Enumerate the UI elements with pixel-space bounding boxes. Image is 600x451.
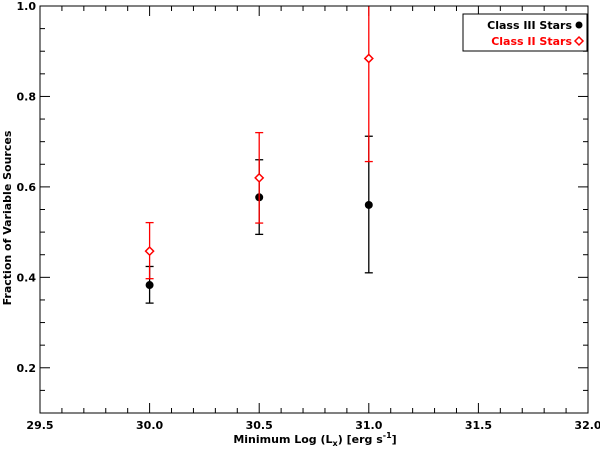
y-tick-label: 0.4 xyxy=(17,271,37,284)
class-ii-stars-point xyxy=(254,172,265,183)
x-tick-label: 31.5 xyxy=(465,419,492,432)
x-tick-label: 30.5 xyxy=(246,419,273,432)
x-axis-title-end: ] xyxy=(392,433,397,446)
y-tick-label: 0.6 xyxy=(17,181,37,194)
ticks-layer: 29.5 30.0 30.5 31.0 31.5 32.0 0.2 0.4 0.6 0.8 1.0 xyxy=(17,0,600,432)
x-tick-label: 29.5 xyxy=(26,419,53,432)
x-axis-title-tail: ) [erg s xyxy=(338,433,383,446)
y-tick-label: 0.8 xyxy=(17,90,37,103)
x-axis-title-sub: x xyxy=(333,439,339,448)
legend: Class III Stars Class II Stars xyxy=(462,13,588,52)
x-tick-label: 31.0 xyxy=(355,419,382,432)
legend-label-class-ii: Class II Stars xyxy=(491,35,572,48)
x-tick-label: 30.0 xyxy=(136,419,163,432)
y-axis-title: Fraction of Variable Sources xyxy=(1,130,14,305)
class-iii-stars-point xyxy=(145,281,154,290)
legend-marker-class-iii xyxy=(575,21,583,29)
plot-frame xyxy=(39,5,589,414)
legend-box xyxy=(462,13,588,52)
x-axis-title: Minimum Log (Lx) [erg s-1] xyxy=(233,431,396,448)
legend-label-class-iii: Class III Stars xyxy=(487,19,572,32)
class-ii-stars-point xyxy=(144,246,155,257)
y-tick-label: 1.0 xyxy=(17,0,37,13)
x-axis-title-sup: -1 xyxy=(383,431,392,440)
x-tick-label: 32.0 xyxy=(574,419,600,432)
class-ii-stars-point xyxy=(363,53,374,64)
data-layer xyxy=(144,6,374,304)
y-tick-label: 0.2 xyxy=(17,362,37,375)
x-axis-title-main: Minimum Log (L xyxy=(233,433,332,446)
class-iii-stars-point xyxy=(364,200,373,209)
legend-marker-class-ii xyxy=(573,35,585,47)
